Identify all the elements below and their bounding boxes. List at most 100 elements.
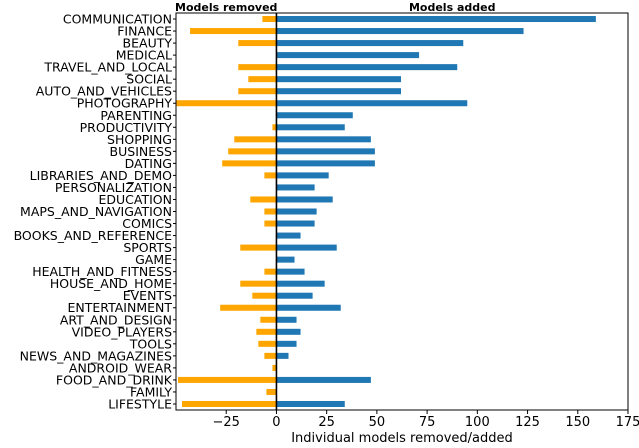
category-label-tools: TOOLS [129, 336, 172, 351]
bar-removed-video-players [256, 328, 277, 335]
bar-removed-photography [176, 100, 277, 107]
category-label-game: GAME [135, 252, 172, 267]
category-label-beauty: BEAUTY [123, 36, 173, 51]
x-tick-label: 175 [616, 415, 639, 430]
bar-removed-lifestyle [182, 400, 277, 407]
category-label-books-and-reference: BOOKS_AND_REFERENCE [14, 228, 173, 243]
bar-added-news-and-magazines [276, 352, 289, 359]
bar-added-photography [276, 100, 468, 107]
category-label-business: BUSINESS [110, 144, 173, 159]
bar-added-tools [276, 340, 297, 347]
bar-removed-dating [222, 160, 277, 167]
x-axis-title: Individual models removed/added [291, 431, 513, 446]
side-label-added: Models added [409, 1, 496, 14]
bar-added-business [276, 148, 375, 155]
bar-removed-comics [264, 220, 277, 227]
category-label-personalization: PERSONALIZATION [55, 180, 172, 195]
category-label-lifestyle: LIFESTYLE [108, 396, 172, 411]
x-tick-label: 0 [272, 415, 280, 430]
x-tick-label: 75 [419, 415, 436, 430]
bar-added-libraries-and-demo [276, 172, 329, 179]
bar-removed-events [252, 292, 277, 299]
bar-added-health-and-fitness [276, 268, 305, 275]
bar-removed-communication [262, 16, 277, 23]
bar-added-travel-and-local [276, 64, 458, 71]
x-tick-label: 50 [369, 415, 386, 430]
category-label-android-wear: ANDROID_WEAR [69, 360, 172, 375]
bar-added-personalization [276, 184, 315, 191]
x-tick-label: 25 [318, 415, 335, 430]
x-ticks: −25 0 25 50 75 100 125 150 175 [213, 410, 639, 430]
bar-removed-family [266, 388, 277, 395]
bar-added-entertainment [276, 304, 341, 311]
bar-added-game [276, 256, 295, 263]
category-label-maps-and-navigation: MAPS_AND_NAVIGATION [20, 204, 172, 219]
bar-removed-business [228, 148, 277, 155]
bar-added-auto-and-vehicles [276, 88, 401, 95]
category-label-travel-and-local: TRAVEL_AND_LOCAL [43, 60, 172, 75]
category-label-finance: FINANCE [117, 24, 172, 39]
bar-removed-shopping [234, 136, 277, 143]
category-label-news-and-magazines: NEWS_AND_MAGAZINES [20, 348, 172, 363]
bar-removed-finance [190, 28, 277, 35]
bar-added-finance [276, 28, 524, 35]
bar-added-lifestyle [276, 400, 345, 407]
bar-removed-sports [240, 244, 277, 251]
category-label-auto-and-vehicles: AUTO_AND_VEHICLES [36, 84, 172, 99]
category-label-comics: COMICS [122, 216, 172, 231]
bar-removed-education [250, 196, 277, 203]
category-label-communication: COMMUNICATION [63, 12, 172, 27]
bar-added-house-and-home [276, 280, 325, 287]
bars-group [176, 16, 596, 407]
bar-added-education [276, 196, 333, 203]
category-label-dating: DATING [125, 156, 172, 171]
category-label-productivity: PRODUCTIVITY [80, 120, 173, 135]
category-label-family: FAMILY [130, 384, 172, 399]
bar-added-comics [276, 220, 315, 227]
x-tick-label: 150 [565, 415, 590, 430]
plot-frame [175, 12, 629, 411]
bar-removed-libraries-and-demo [264, 172, 277, 179]
category-label-house-and-home: HOUSE_AND_HOME [50, 276, 172, 291]
bar-added-food-and-drink [276, 376, 371, 383]
bar-added-art-and-design [276, 316, 297, 323]
bar-removed-art-and-design [260, 316, 277, 323]
bar-added-parenting [276, 112, 353, 119]
bar-added-events [276, 292, 313, 299]
category-label-libraries-and-demo: LIBRARIES_AND_DEMO [30, 168, 172, 183]
bar-added-books-and-reference [276, 232, 301, 239]
x-tick-label: 100 [465, 415, 490, 430]
bar-removed-health-and-fitness [264, 268, 277, 275]
bar-removed-beauty [238, 40, 277, 47]
bar-removed-auto-and-vehicles [238, 88, 277, 95]
bar-removed-tools [258, 340, 277, 347]
category-label-social: SOCIAL [126, 72, 172, 87]
side-label-removed: Models removed [175, 1, 277, 14]
bar-added-video-players [276, 328, 301, 335]
category-label-sports: SPORTS [123, 240, 172, 255]
bar-removed-maps-and-navigation [264, 208, 277, 215]
category-label-education: EDUCATION [99, 192, 173, 207]
category-label-video-players: VIDEO_PLAYERS [72, 324, 172, 339]
bar-removed-news-and-magazines [264, 352, 277, 359]
bar-removed-travel-and-local [238, 64, 277, 71]
category-label-entertainment: ENTERTAINMENT [68, 300, 173, 315]
category-label-events: EVENTS [123, 288, 172, 303]
category-label-shopping: SHOPPING [107, 132, 172, 147]
x-tick-label: 125 [515, 415, 540, 430]
category-label-medical: MEDICAL [116, 48, 172, 63]
category-label-photography: PHOTOGRAPHY [77, 96, 173, 111]
bar-removed-social [248, 76, 277, 83]
bar-added-dating [276, 160, 375, 167]
category-label-parenting: PARENTING [100, 108, 172, 123]
bar-added-social [276, 76, 401, 83]
bar-added-beauty [276, 40, 464, 47]
bar-added-medical [276, 52, 420, 59]
category-label-art-and-design: ART_AND_DESIGN [60, 312, 172, 327]
category-labels: COMMUNICATIONFINANCEBEAUTYMEDICALTRAVEL_… [14, 12, 176, 411]
bar-removed-food-and-drink [178, 376, 277, 383]
bar-removed-productivity [272, 124, 277, 131]
bar-added-shopping [276, 136, 371, 143]
bar-added-sports [276, 244, 337, 251]
